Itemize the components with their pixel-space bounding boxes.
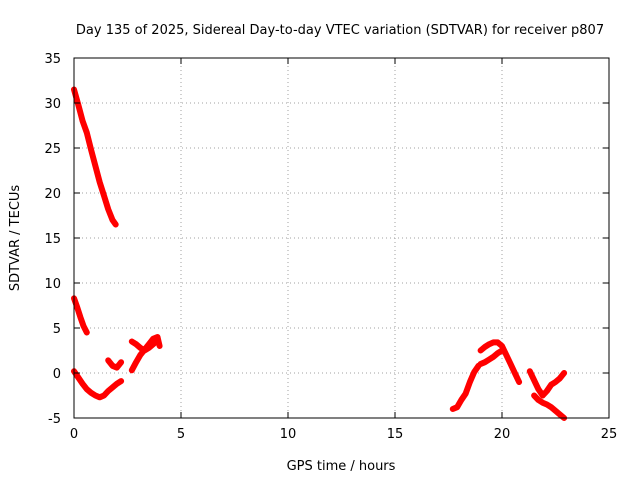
y-tick-label: 5 bbox=[53, 322, 61, 337]
axis-ticks: 0 5 10 15 20 25 -5 0 5 10 15 20 25 30 35 bbox=[44, 52, 617, 442]
x-tick-label: 20 bbox=[494, 427, 511, 442]
data-line-segment-4 bbox=[105, 357, 125, 371]
x-tick-label: 15 bbox=[387, 427, 404, 442]
x-tick-label: 10 bbox=[280, 427, 297, 442]
y-tick-label: 25 bbox=[44, 142, 61, 157]
data-line-segment-6 bbox=[128, 337, 161, 354]
data-line-segment-7 bbox=[449, 362, 482, 412]
data-line-segment-2 bbox=[71, 295, 90, 336]
data-line-segment-1 bbox=[71, 86, 119, 228]
data-line-segment-3 bbox=[71, 368, 125, 401]
data-line-segment-9 bbox=[477, 339, 523, 385]
data-series bbox=[71, 86, 568, 421]
y-tick-label: 15 bbox=[44, 232, 61, 247]
y-tick-label: 10 bbox=[44, 277, 61, 292]
y-tick-label: 20 bbox=[44, 187, 61, 202]
data-line-segment-11 bbox=[531, 392, 568, 421]
x-tick-label: 5 bbox=[177, 427, 185, 442]
data-line-segment-8 bbox=[477, 347, 505, 367]
grid-lines bbox=[74, 58, 609, 418]
x-tick-label: 25 bbox=[601, 427, 618, 442]
data-line-segment-10 bbox=[526, 368, 568, 399]
chart-title: Day 135 of 2025, Sidereal Day-to-day VTE… bbox=[76, 23, 604, 38]
x-axis-label: GPS time / hours bbox=[287, 459, 396, 474]
x-tick-label: 0 bbox=[70, 427, 78, 442]
y-axis-label: SDTVAR / TECUs bbox=[8, 185, 23, 292]
y-tick-label: 30 bbox=[44, 97, 61, 112]
y-tick-label: -5 bbox=[48, 412, 61, 427]
y-tick-label: 35 bbox=[44, 52, 61, 67]
y-tick-label: 0 bbox=[53, 367, 61, 382]
